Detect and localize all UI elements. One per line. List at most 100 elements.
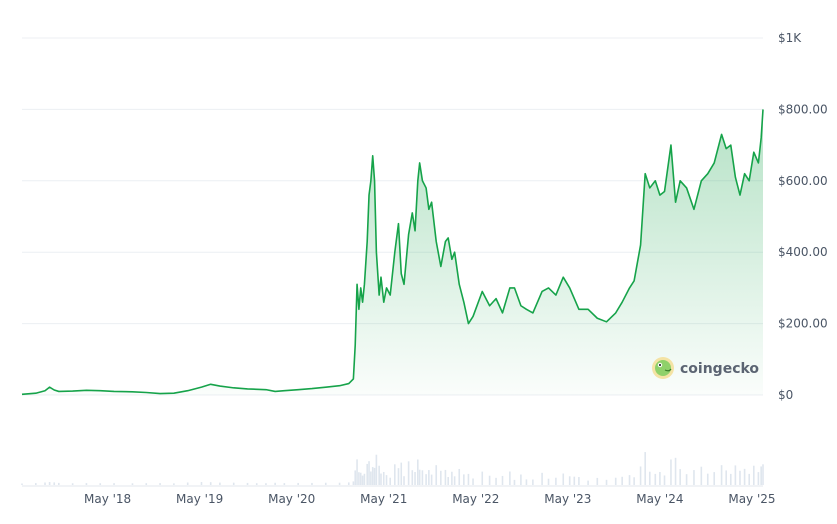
volume-bar <box>752 465 755 485</box>
y-tick-label: $1K <box>778 31 802 45</box>
gecko-logo-icon <box>652 357 674 379</box>
volume-bar <box>297 482 299 485</box>
volume-bar <box>255 483 258 485</box>
volume-bar <box>621 476 623 485</box>
volume-bar <box>713 472 716 485</box>
volume-bar <box>481 471 484 485</box>
volume-bar <box>366 463 368 485</box>
volume-bar <box>394 464 396 485</box>
volume-bar <box>246 482 249 485</box>
volume-bar <box>700 466 703 485</box>
x-tick-label: May '24 <box>636 492 683 506</box>
volume-bar <box>734 465 737 485</box>
volume-bar <box>53 482 56 485</box>
volume-bar <box>739 470 741 485</box>
volume-bar <box>363 473 366 485</box>
x-tick-label: May '25 <box>728 492 775 506</box>
price-line <box>21 109 764 396</box>
y-axis-ticks: $0 $200.00 $400.00 $600.00 $800.00 $1K <box>778 31 828 402</box>
price-area <box>22 109 763 396</box>
volume-bar <box>186 482 189 485</box>
volume-bar <box>425 474 427 485</box>
x-axis-ticks: May '18 May '19 May '20 May '21 May '22 May '… <box>84 492 776 506</box>
volume-bar <box>762 464 764 485</box>
volume-bar <box>430 474 433 485</box>
volume-bar <box>435 465 438 485</box>
volume-bar <box>639 466 642 485</box>
volume-bars <box>21 452 764 485</box>
volume-bar <box>725 470 727 485</box>
grid-lines <box>22 37 763 487</box>
volume-bar <box>458 468 461 485</box>
volume-bar <box>706 473 709 485</box>
volume-bar <box>663 475 666 485</box>
volume-bar <box>509 471 511 485</box>
volume-bar <box>513 479 516 485</box>
volume-bar <box>352 481 355 485</box>
volume-bar <box>400 462 403 485</box>
y-tick-label: $400.00 <box>778 245 828 259</box>
volume-bar <box>428 470 430 485</box>
volume-bar <box>347 482 350 485</box>
x-tick-label: May '19 <box>176 492 223 506</box>
volume-bar <box>679 469 681 485</box>
volume-bar <box>659 471 661 485</box>
volume-bar <box>628 475 631 485</box>
volume-bar <box>219 482 221 485</box>
volume-bar <box>324 482 327 485</box>
coingecko-watermark: coingecko <box>652 357 759 379</box>
volume-bar <box>265 483 267 485</box>
volume-bar <box>58 482 60 485</box>
volume-bar <box>568 476 571 485</box>
volume-bar <box>48 482 51 485</box>
volume-bar <box>674 457 677 485</box>
volume-bar <box>729 473 732 485</box>
volume-bar <box>421 470 424 485</box>
volume-bar <box>159 483 161 485</box>
volume-bar <box>411 470 414 485</box>
volume-bar <box>200 482 203 485</box>
volume-bar <box>71 483 74 485</box>
volume-bar <box>541 472 543 485</box>
volume-bar <box>99 483 102 485</box>
volume-bar <box>467 473 470 485</box>
volume-bar <box>274 482 276 485</box>
y-tick-label: $800.00 <box>778 102 828 116</box>
volume-bar <box>472 478 474 485</box>
volume-bar <box>587 480 589 485</box>
volume-bar <box>417 459 419 485</box>
volume-bar <box>644 452 646 485</box>
volume-bar <box>440 470 442 485</box>
volume-bar <box>21 483 23 485</box>
volume-bar <box>525 479 528 485</box>
x-tick-label: May '23 <box>544 492 591 506</box>
volume-bar <box>562 473 565 485</box>
volume-bar <box>720 465 723 485</box>
volume-bar <box>654 473 657 485</box>
volume-bar <box>44 482 46 485</box>
x-tick-label: May '21 <box>360 492 407 506</box>
volume-bar <box>397 468 400 485</box>
volume-bar <box>495 477 497 485</box>
volume-bar <box>35 483 37 485</box>
volume-bar <box>389 477 391 485</box>
volume-bar <box>685 474 688 485</box>
volume-bar <box>407 461 410 485</box>
volume-bar <box>354 470 357 485</box>
volume-bar <box>85 483 88 485</box>
volume-bar <box>380 473 382 485</box>
x-tick-label: May '22 <box>452 492 499 506</box>
volume-bar <box>463 474 465 485</box>
volume-bar <box>760 466 762 485</box>
volume-bar <box>605 479 608 485</box>
volume-bar <box>578 477 580 485</box>
volume-bar <box>451 471 453 485</box>
volume-bar <box>693 470 695 485</box>
volume-bar <box>370 471 372 485</box>
volume-bar <box>670 459 672 485</box>
volume-bar <box>633 477 635 485</box>
y-tick-label: $600.00 <box>778 174 828 188</box>
volume-bar <box>368 461 370 485</box>
volume-bar <box>573 476 576 485</box>
